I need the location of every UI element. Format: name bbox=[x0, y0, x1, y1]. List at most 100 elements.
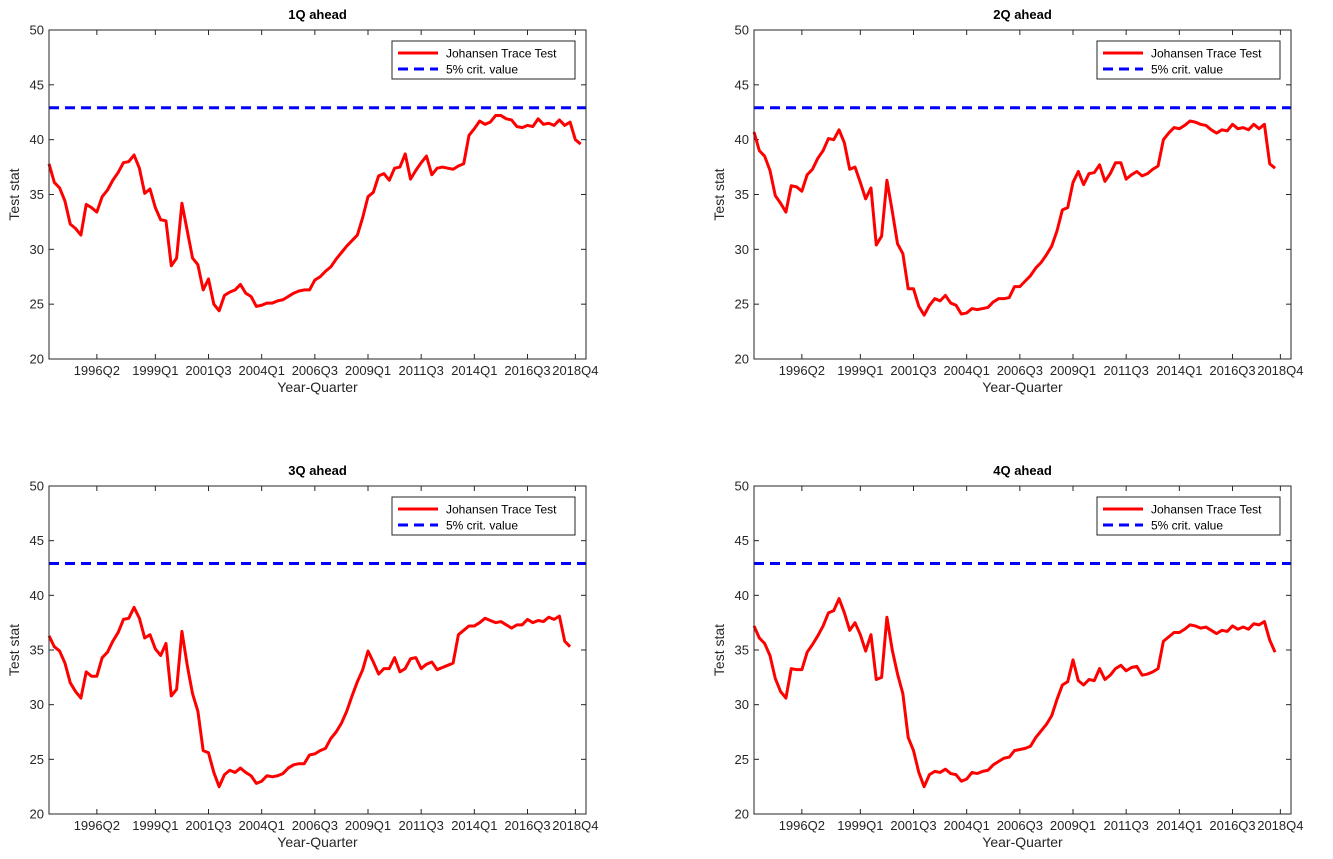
y-tick-label: 30 bbox=[735, 242, 749, 257]
legend-box bbox=[391, 496, 576, 536]
chart-title: 1Q ahead bbox=[288, 7, 347, 22]
y-tick-label: 30 bbox=[30, 242, 44, 257]
legend-label-trace: Johansen Trace Test bbox=[1151, 503, 1262, 517]
y-tick-label: 45 bbox=[735, 533, 749, 548]
axes-box bbox=[48, 485, 587, 815]
y-tick-label: 40 bbox=[30, 588, 44, 603]
x-tick-label: 2016Q3 bbox=[1209, 363, 1255, 378]
x-tick-label: 2006Q3 bbox=[292, 363, 338, 378]
y-tick-label: 45 bbox=[30, 77, 44, 92]
x-tick-label: 2006Q3 bbox=[997, 818, 1043, 833]
y-tick-label: 40 bbox=[30, 132, 44, 147]
plot-area bbox=[49, 486, 586, 814]
x-tick-label: 2004Q1 bbox=[944, 363, 990, 378]
chart-title: 4Q ahead bbox=[993, 463, 1052, 478]
x-tick-label: 2006Q3 bbox=[997, 363, 1043, 378]
legend-box bbox=[1096, 496, 1281, 536]
x-tick-label: 2001Q3 bbox=[185, 363, 231, 378]
x-tick-label: 2014Q1 bbox=[451, 363, 497, 378]
chart-panel-3: 3Q ahead 20 25 30 35 40 45 50 1996Q2 1999Q1 2001Q3… bbox=[6, 463, 598, 850]
x-tick-label: 2018Q4 bbox=[1257, 363, 1303, 378]
y-tick-label: 35 bbox=[30, 187, 44, 202]
legend-label-crit: 5% crit. value bbox=[1151, 63, 1223, 77]
trace-test-line bbox=[752, 597, 1277, 789]
legend-label-trace: Johansen Trace Test bbox=[1151, 47, 1262, 61]
x-tick-label: 2009Q1 bbox=[1050, 818, 1096, 833]
trace-test-line bbox=[47, 605, 572, 789]
y-tick-label: 20 bbox=[735, 807, 749, 822]
y-tick-label: 50 bbox=[30, 23, 44, 38]
x-axis-label: Year-Quarter bbox=[277, 379, 358, 395]
y-tick-label: 50 bbox=[30, 479, 44, 494]
x-tick-label: 2018Q4 bbox=[552, 363, 598, 378]
y-tick-label: 25 bbox=[735, 752, 749, 767]
x-tick-label: 2006Q3 bbox=[292, 818, 338, 833]
x-tick-label: 2011Q3 bbox=[399, 818, 444, 833]
x-tick-label: 2014Q1 bbox=[1156, 363, 1202, 378]
y-tick-label: 30 bbox=[30, 697, 44, 712]
axes-box bbox=[753, 485, 1292, 815]
x-axis-label: Year-Quarter bbox=[277, 834, 358, 850]
x-tick-label: 1996Q2 bbox=[779, 363, 825, 378]
y-tick-label: 50 bbox=[735, 479, 749, 494]
y-tick-label: 45 bbox=[735, 77, 749, 92]
y-tick-label: 25 bbox=[30, 752, 44, 767]
plot-area bbox=[754, 486, 1291, 814]
legend: Johansen Trace Test 5% crit. value bbox=[391, 40, 576, 80]
x-tick-label: 1999Q1 bbox=[837, 818, 883, 833]
y-axis-label: Test stat bbox=[6, 168, 22, 220]
x-tick-label: 2001Q3 bbox=[185, 818, 231, 833]
y-tick-label: 45 bbox=[30, 533, 44, 548]
y-tick-label: 35 bbox=[735, 643, 749, 658]
y-tick-label: 35 bbox=[30, 643, 44, 658]
axes-box bbox=[753, 29, 1292, 360]
y-axis-label: Test stat bbox=[711, 624, 727, 676]
chart-title: 2Q ahead bbox=[993, 7, 1052, 22]
x-tick-label: 1996Q2 bbox=[74, 818, 120, 833]
chart-title: 3Q ahead bbox=[288, 463, 347, 478]
x-tick-label: 2014Q1 bbox=[451, 818, 497, 833]
plot-area bbox=[49, 30, 586, 359]
chart-panel-4: 4Q ahead 20 25 30 35 40 45 50 1996Q2 1999Q1 2001Q3… bbox=[711, 463, 1303, 850]
x-tick-label: 2009Q1 bbox=[345, 818, 391, 833]
x-tick-label: 2009Q1 bbox=[345, 363, 391, 378]
x-tick-label: 2011Q3 bbox=[1104, 818, 1149, 833]
legend-box bbox=[1096, 40, 1281, 80]
y-tick-label: 25 bbox=[30, 297, 44, 312]
x-axis-label: Year-Quarter bbox=[982, 834, 1063, 850]
x-tick-label: 2009Q1 bbox=[1050, 363, 1096, 378]
y-tick-label: 20 bbox=[735, 352, 749, 367]
x-tick-label: 2016Q3 bbox=[504, 818, 550, 833]
x-tick-label: 1999Q1 bbox=[132, 363, 178, 378]
legend-label-trace: Johansen Trace Test bbox=[446, 47, 557, 61]
x-tick-label: 2016Q3 bbox=[504, 363, 550, 378]
legend: Johansen Trace Test 5% crit. value bbox=[1096, 496, 1281, 536]
legend-box bbox=[391, 40, 576, 80]
y-tick-label: 20 bbox=[30, 807, 44, 822]
legend-label-crit: 5% crit. value bbox=[1151, 519, 1223, 533]
x-tick-label: 1996Q2 bbox=[779, 818, 825, 833]
y-tick-label: 35 bbox=[735, 187, 749, 202]
x-axis-label: Year-Quarter bbox=[982, 379, 1063, 395]
x-tick-label: 2001Q3 bbox=[890, 363, 936, 378]
legend: Johansen Trace Test 5% crit. value bbox=[1096, 40, 1281, 80]
x-tick-label: 2004Q1 bbox=[239, 363, 285, 378]
y-axis-label: Test stat bbox=[711, 168, 727, 220]
x-tick-label: 1996Q2 bbox=[74, 363, 120, 378]
axes-box bbox=[48, 29, 587, 360]
x-tick-label: 2016Q3 bbox=[1209, 818, 1255, 833]
legend-label-crit: 5% crit. value bbox=[446, 519, 518, 533]
x-tick-label: 1999Q1 bbox=[837, 363, 883, 378]
x-tick-label: 2004Q1 bbox=[239, 818, 285, 833]
x-tick-label: 2011Q3 bbox=[1104, 363, 1149, 378]
y-tick-label: 25 bbox=[735, 297, 749, 312]
y-tick-label: 40 bbox=[735, 588, 749, 603]
x-tick-label: 1999Q1 bbox=[132, 818, 178, 833]
x-tick-label: 2004Q1 bbox=[944, 818, 990, 833]
y-tick-label: 20 bbox=[30, 352, 44, 367]
chart-panel-1: 1Q ahead 20 25 30 35 40 45 50 1996Q2 1999Q1 2001Q3… bbox=[6, 7, 598, 395]
trace-test-line bbox=[752, 119, 1277, 317]
legend-label-trace: Johansen Trace Test bbox=[446, 503, 557, 517]
chart-panel-2: 2Q ahead 20 25 30 35 40 45 50 1996Q2 1999Q1 2001Q3… bbox=[711, 7, 1303, 395]
